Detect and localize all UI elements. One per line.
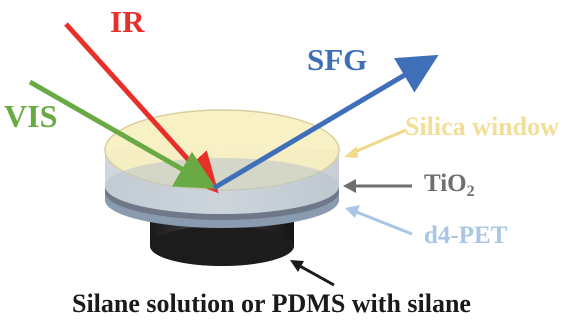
- vis-label: VIS: [4, 98, 58, 134]
- substrate-caption: Silane solution or PDMS with silane: [72, 289, 471, 318]
- tio2-label-main: TiO: [424, 170, 467, 197]
- tio2-pointer-arrow: [343, 179, 412, 193]
- silica-window-label: Silica window: [405, 112, 559, 141]
- substrate-pointer-arrow: [290, 260, 335, 287]
- sfg-label: SFG: [307, 42, 368, 77]
- ir-label: IR: [110, 4, 145, 39]
- d4-pet-label: d4-PET: [424, 222, 508, 249]
- d4-pet-pointer-arrow: [345, 205, 413, 236]
- sfg-beam: [212, 54, 439, 191]
- tio2-label-subscript: 2: [466, 183, 475, 200]
- silica-window-disk: [104, 109, 340, 214]
- tio2-label: TiO2: [424, 170, 475, 201]
- silica-pointer-arrow: [344, 128, 407, 158]
- vis-beam: [28, 79, 217, 189]
